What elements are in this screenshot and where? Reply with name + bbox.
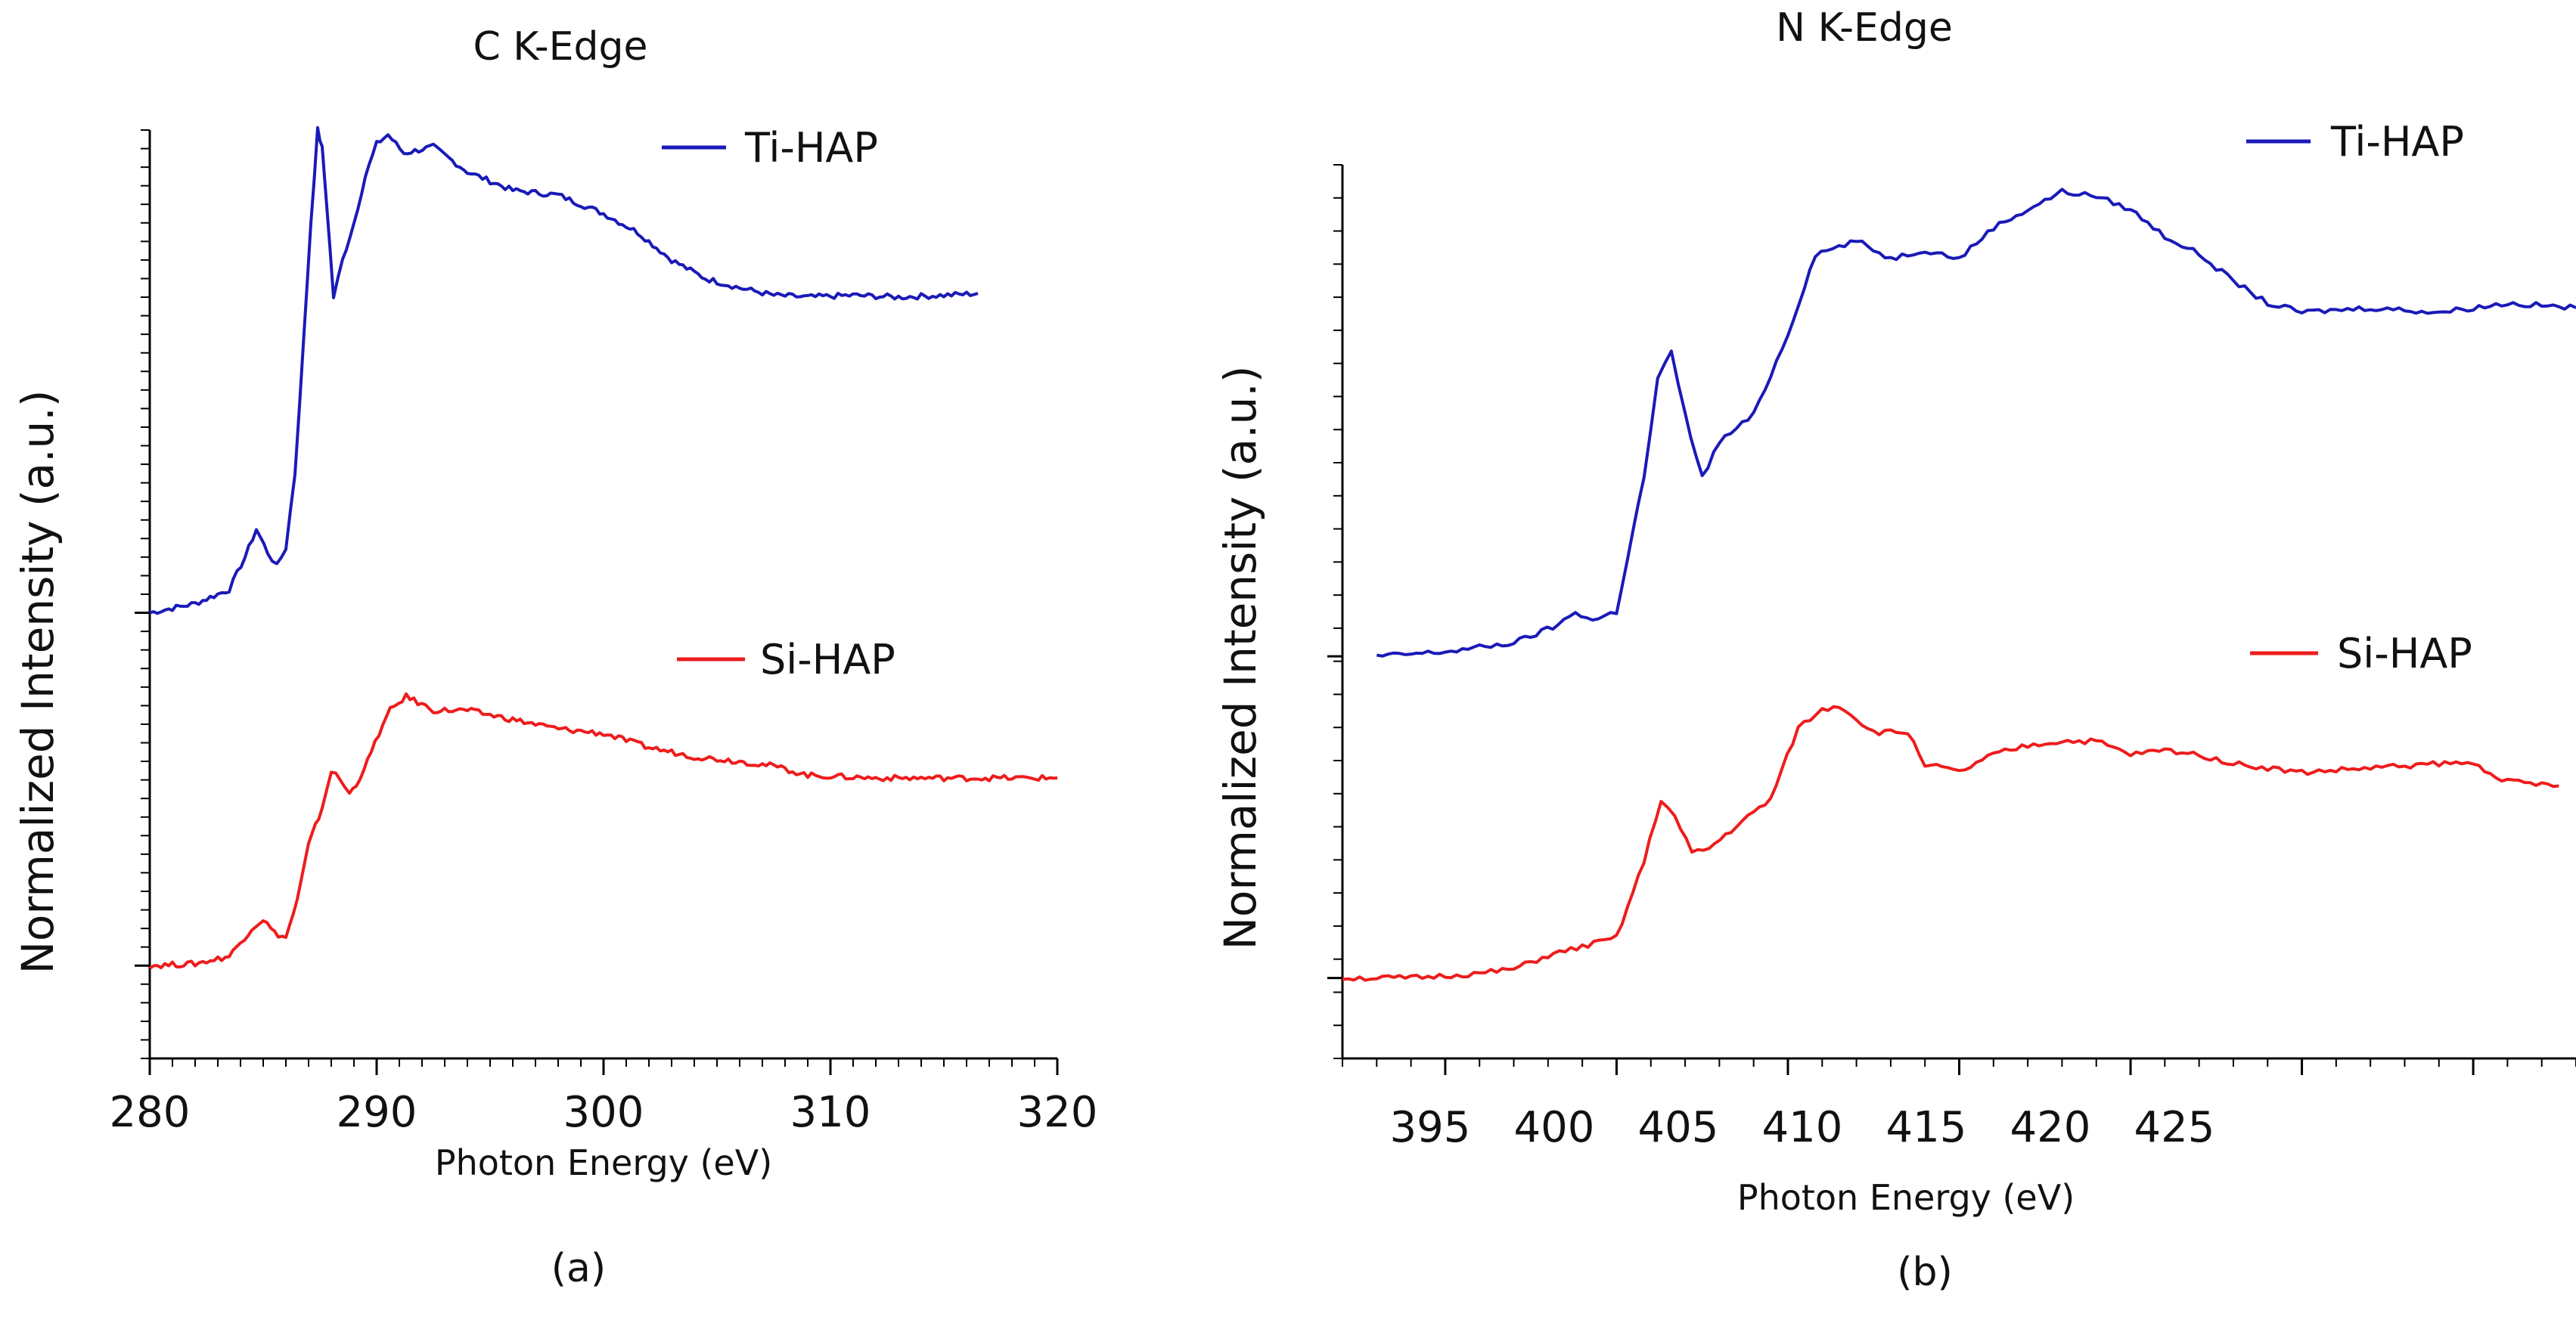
axes bbox=[1327, 164, 2576, 1075]
series-line-ti-hap bbox=[149, 126, 979, 615]
chart-title: N K-Edge bbox=[1776, 5, 1953, 51]
legend-label-si-hap: Si-HAP bbox=[760, 636, 895, 683]
series-line-ti-hap bbox=[1376, 187, 2576, 658]
x-tick-label: 395 bbox=[1390, 1103, 1471, 1152]
panel-caption: (a) bbox=[551, 1246, 606, 1291]
legend-label-si-hap: Si-HAP bbox=[2337, 630, 2472, 677]
x-tick-label: 415 bbox=[1886, 1103, 1967, 1152]
x-tick-label: 420 bbox=[2010, 1103, 2091, 1152]
series-line-si-hap bbox=[1342, 705, 2559, 982]
panel-c-k-edge: C K-Edge Normalized Intensity (a.u.) 280… bbox=[12, 24, 1097, 1291]
x-tick-label: 310 bbox=[790, 1088, 871, 1137]
x-tick-label: 425 bbox=[2134, 1103, 2215, 1152]
x-axis-title: Photon Energy (eV) bbox=[435, 1142, 772, 1183]
x-tick-labels: 395 400 405 410 415 420 425 bbox=[1390, 1103, 2215, 1152]
x-tick-label: 400 bbox=[1514, 1103, 1595, 1152]
legend-label-ti-hap: Ti-HAP bbox=[744, 124, 878, 172]
axes bbox=[135, 129, 1059, 1075]
legend: Ti-HAP Si-HAP bbox=[2246, 118, 2472, 677]
panel-caption: (b) bbox=[1897, 1250, 1953, 1295]
x-axis-title: Photon Energy (eV) bbox=[1737, 1177, 2075, 1218]
legend-label-ti-hap: Ti-HAP bbox=[2330, 118, 2464, 166]
y-axis-title: Normalized Intensity (a.u.) bbox=[12, 390, 64, 975]
x-tick-label: 300 bbox=[563, 1088, 644, 1137]
x-tick-labels: 280 290 300 310 320 bbox=[110, 1088, 1098, 1137]
chart-title: C K-Edge bbox=[473, 24, 647, 70]
x-tick-label: 405 bbox=[1638, 1103, 1719, 1152]
x-tick-label: 290 bbox=[337, 1088, 417, 1137]
x-tick-label: 320 bbox=[1017, 1088, 1098, 1137]
legend: Ti-HAP Si-HAP bbox=[662, 124, 895, 683]
x-tick-label: 280 bbox=[110, 1088, 191, 1137]
x-tick-label: 410 bbox=[1762, 1103, 1843, 1152]
y-axis-title: Normalized Intensity (a.u.) bbox=[1215, 366, 1266, 950]
series-line-si-hap bbox=[148, 692, 1058, 970]
panel-n-k-edge: N K-Edge Normalized Intensity (a.u.) 395… bbox=[1215, 5, 2576, 1295]
